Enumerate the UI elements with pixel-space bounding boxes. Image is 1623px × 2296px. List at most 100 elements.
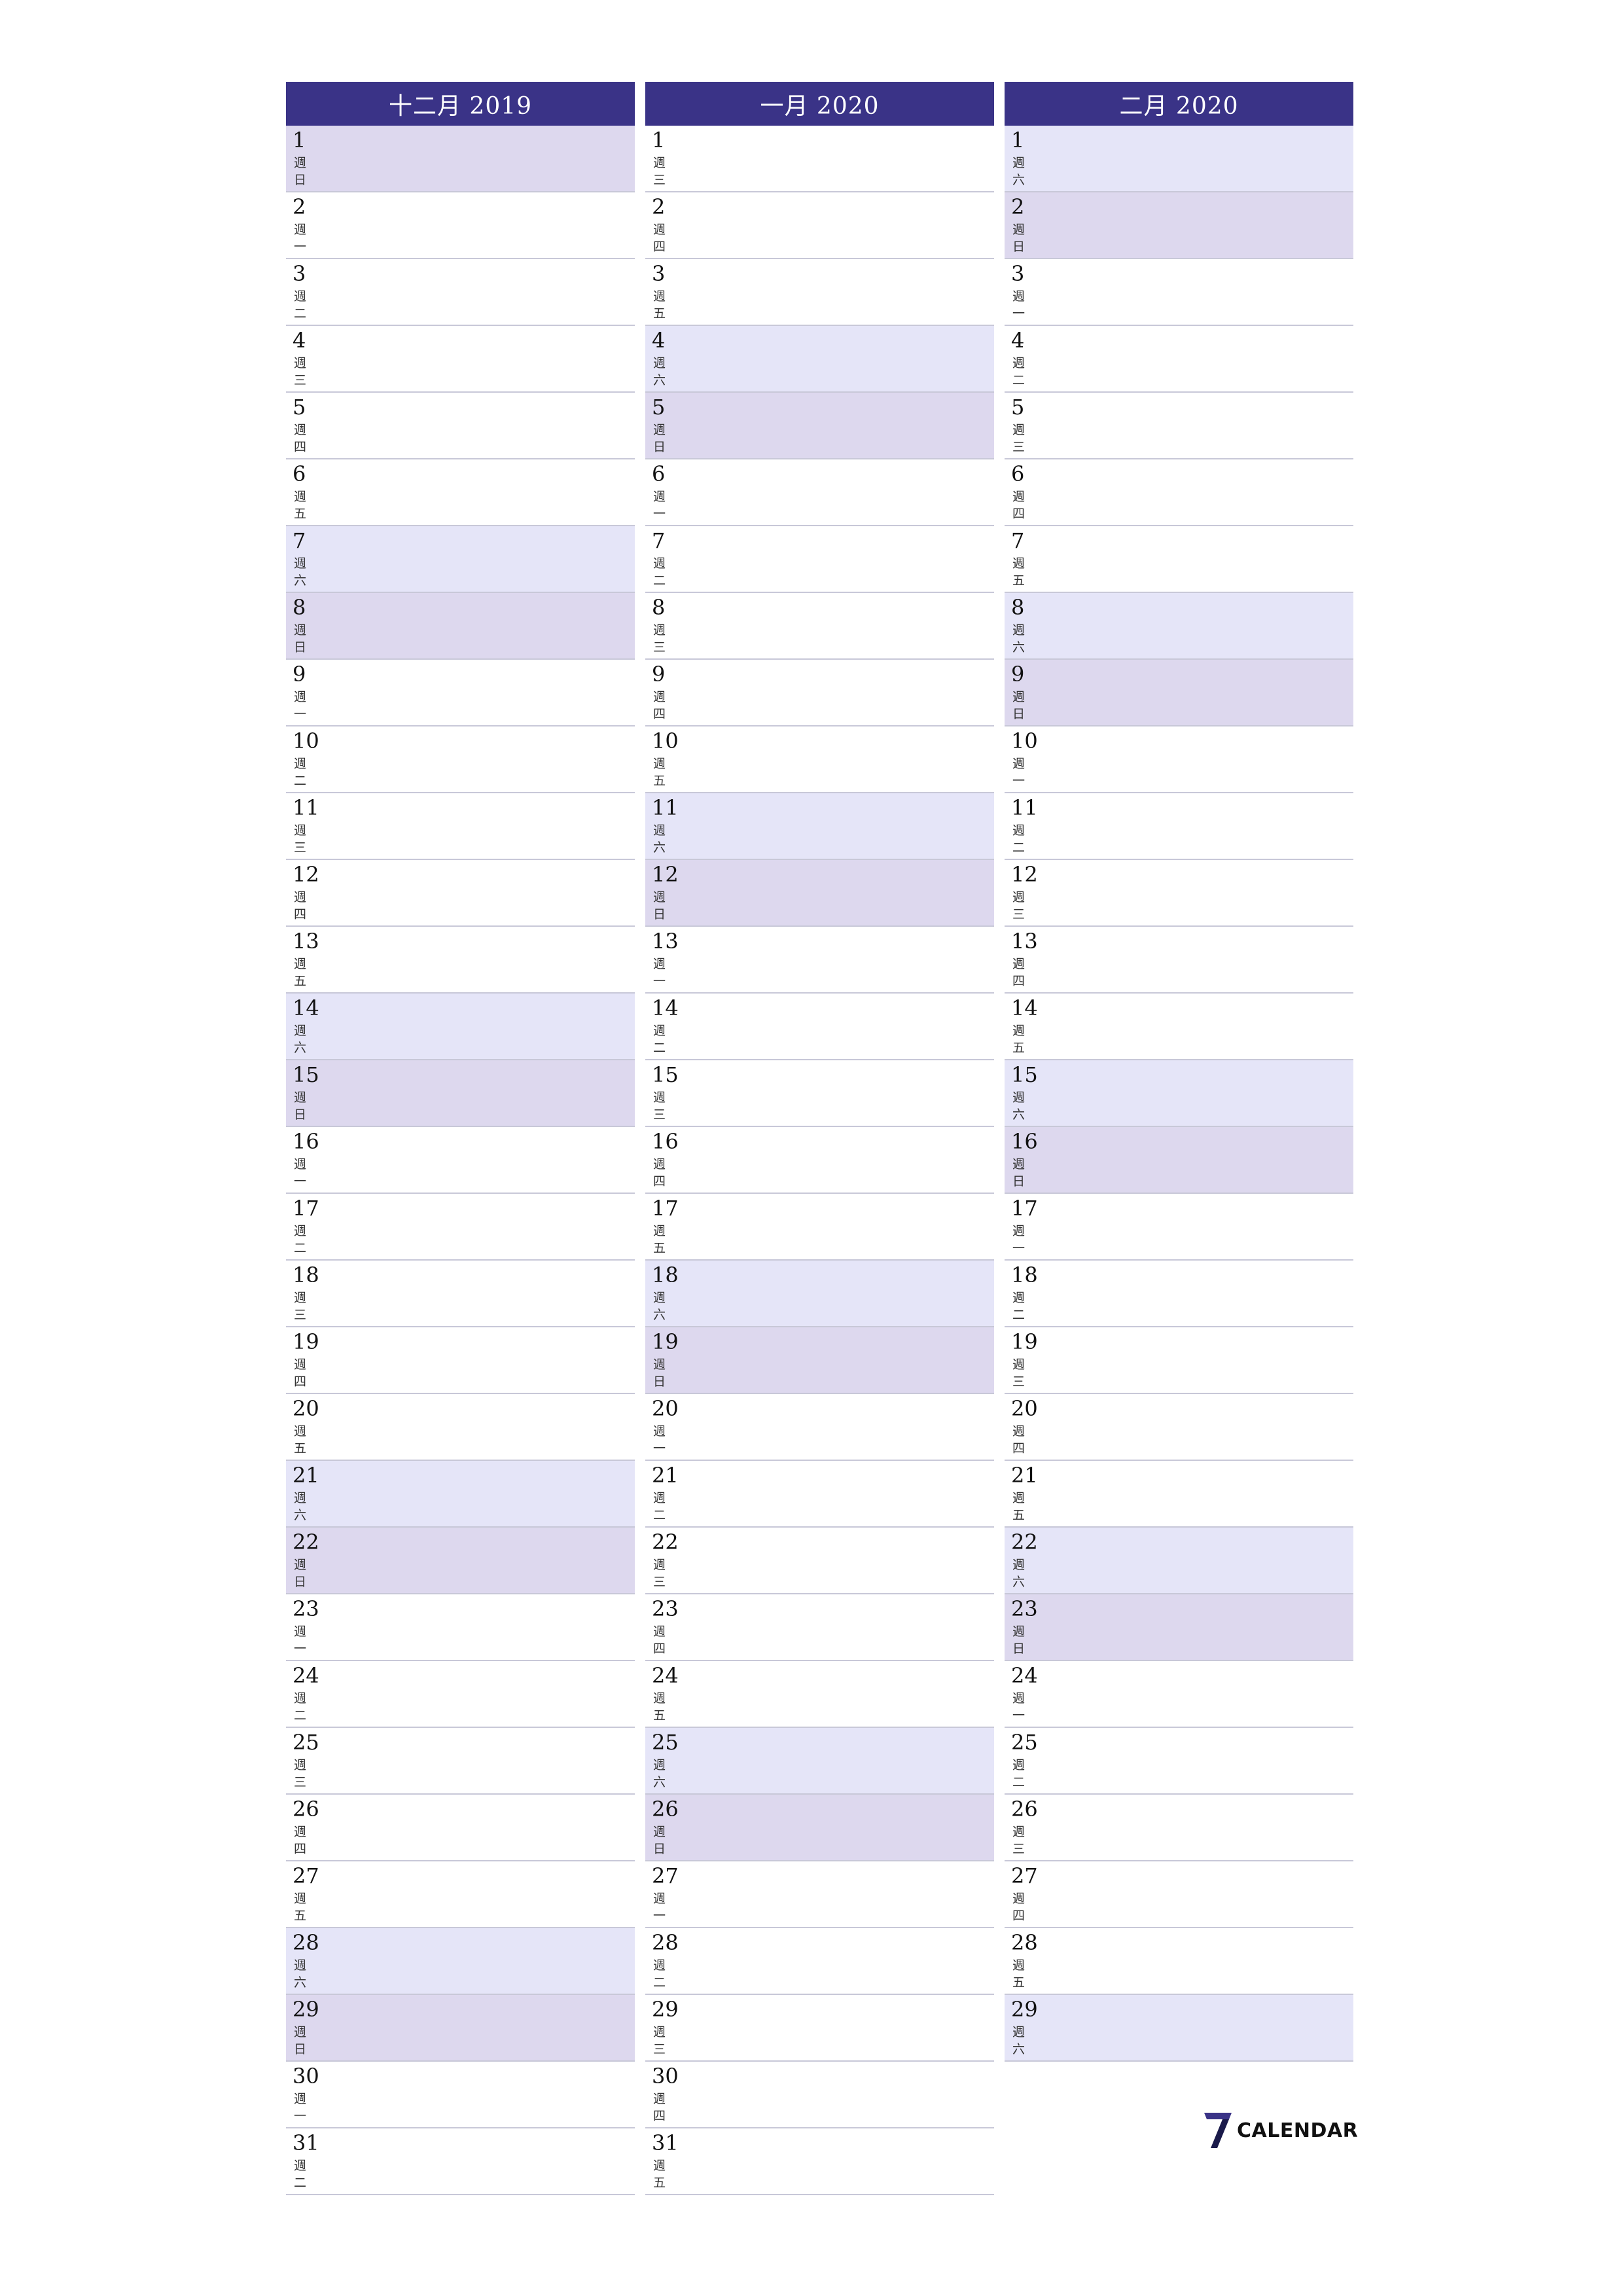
weekday-label: 日	[294, 173, 307, 187]
day-row: 29 週日	[286, 1995, 635, 2062]
day-number: 18	[293, 1263, 319, 1287]
weekday-label: 五	[653, 1241, 666, 1255]
day-number: 20	[652, 1396, 679, 1421]
day-row: 19 週三	[1005, 1327, 1353, 1394]
week-prefix: 週	[294, 890, 307, 905]
weekday-label: 三	[653, 173, 666, 187]
day-row: 22 週六	[1005, 1528, 1353, 1594]
week-prefix: 週	[653, 623, 666, 637]
day-number: 4	[652, 328, 666, 353]
week-prefix: 週	[294, 1090, 307, 1105]
week-prefix: 週	[1012, 1825, 1026, 1839]
day-number: 24	[652, 1663, 679, 1688]
day-number: 17	[293, 1196, 319, 1221]
week-prefix: 週	[653, 1558, 666, 1572]
day-row: 8 週三	[645, 593, 994, 660]
day-row: 18 週三	[286, 1261, 635, 1327]
week-prefix: 週	[653, 1825, 666, 1839]
day-number: 10	[652, 728, 679, 753]
week-prefix: 週	[653, 1291, 666, 1305]
day-row: 28 週二	[645, 1928, 994, 1995]
weekday-label: 日	[294, 1107, 307, 1122]
weekday-label: 二	[653, 1508, 666, 1522]
weekday-label: 五	[653, 2176, 666, 2190]
day-number: 17	[652, 1196, 679, 1221]
day-row: 25 週二	[1005, 1728, 1353, 1795]
day-number: 17	[1011, 1196, 1038, 1221]
weekday-label: 二	[1012, 1308, 1026, 1322]
week-prefix: 週	[294, 1825, 307, 1839]
day-row: 5 週日	[645, 393, 994, 459]
weekday-label: 一	[294, 240, 307, 254]
weekday-label: 四	[653, 2109, 666, 2123]
day-row: 23 週一	[286, 1594, 635, 1661]
day-number: 31	[293, 2130, 319, 2155]
weekday-label: 一	[653, 1441, 666, 1456]
day-row: 25 週三	[286, 1728, 635, 1795]
week-prefix: 週	[653, 1691, 666, 1706]
weekday-label: 六	[653, 373, 666, 387]
day-row: 2 週四	[645, 192, 994, 259]
brand-logo: CALENDAR	[1203, 2111, 1358, 2150]
month-column-december-2019: 十二月 2019 1 週日 2 週一 3 週二 4 週三 5 週四 6 週五 7 週六 8 週日 9 週一 10 週二…	[286, 82, 635, 2195]
weekday-label: 四	[294, 1374, 307, 1389]
weekday-label: 六	[294, 1508, 307, 1522]
weekday-label: 五	[1012, 1041, 1026, 1055]
weekday-label: 四	[653, 707, 666, 721]
logo-text: CALENDAR	[1237, 2119, 1359, 2142]
weekday-label: 二	[294, 1241, 307, 1255]
day-row: 29 週三	[645, 1995, 994, 2062]
day-row: 31 週二	[286, 2128, 635, 2195]
week-prefix: 週	[653, 423, 666, 437]
weekday-label: 二	[1012, 840, 1026, 855]
day-number: 3	[652, 261, 666, 286]
day-number: 11	[293, 795, 319, 820]
weekday-label: 三	[653, 640, 666, 655]
day-number: 28	[652, 1930, 679, 1955]
day-number: 1	[652, 128, 666, 152]
day-row: 11 週三	[286, 793, 635, 860]
day-row: 27 週五	[286, 1861, 635, 1928]
weekday-label: 三	[1012, 1374, 1026, 1389]
day-number: 14	[652, 996, 679, 1020]
week-prefix: 週	[1012, 1958, 1026, 1973]
week-prefix: 週	[1012, 1892, 1026, 1906]
day-row: 9 週一	[286, 660, 635, 726]
day-number: 12	[293, 862, 319, 887]
weekday-label: 五	[294, 1909, 307, 1923]
day-list: 1 週六 2 週日 3 週一 4 週二 5 週三 6 週四 7 週五 8 週六 9 週日 10 週一 11 週二 12 週三 1…	[1005, 126, 1353, 2062]
week-prefix: 週	[294, 690, 307, 704]
week-prefix: 週	[1012, 1624, 1026, 1639]
day-row: 6 週四	[1005, 459, 1353, 526]
day-number: 4	[1011, 328, 1025, 353]
day-number: 20	[293, 1396, 319, 1421]
month-column-january-2020: 一月 2020 1 週三 2 週四 3 週五 4 週六 5 週日 6 週一 7 週二 8 週三 9 週四 10 週五 1…	[645, 82, 994, 2195]
weekday-label: 日	[294, 1575, 307, 1589]
week-prefix: 週	[1012, 423, 1026, 437]
week-prefix: 週	[294, 490, 307, 504]
week-prefix: 週	[1012, 1758, 1026, 1772]
weekday-label: 日	[653, 907, 666, 922]
day-number: 10	[1011, 728, 1038, 753]
day-row: 11 週二	[1005, 793, 1353, 860]
weekday-label: 一	[1012, 306, 1026, 321]
day-number: 1	[293, 128, 306, 152]
day-number: 4	[293, 328, 306, 353]
day-row: 22 週日	[286, 1528, 635, 1594]
weekday-label: 二	[653, 1975, 666, 1990]
day-number: 21	[1011, 1463, 1038, 1488]
weekday-label: 六	[294, 1041, 307, 1055]
week-prefix: 週	[653, 1224, 666, 1238]
day-row: 10 週一	[1005, 726, 1353, 793]
week-prefix: 週	[294, 623, 307, 637]
day-number: 23	[1011, 1596, 1038, 1621]
weekday-label: 二	[294, 774, 307, 788]
week-prefix: 週	[653, 1491, 666, 1505]
weekday-label: 二	[294, 1708, 307, 1723]
day-number: 11	[652, 795, 679, 820]
week-prefix: 週	[653, 690, 666, 704]
day-row: 20 週五	[286, 1394, 635, 1461]
weekday-label: 三	[1012, 440, 1026, 454]
weekday-label: 四	[1012, 1909, 1026, 1923]
weekday-label: 日	[1012, 1174, 1026, 1189]
